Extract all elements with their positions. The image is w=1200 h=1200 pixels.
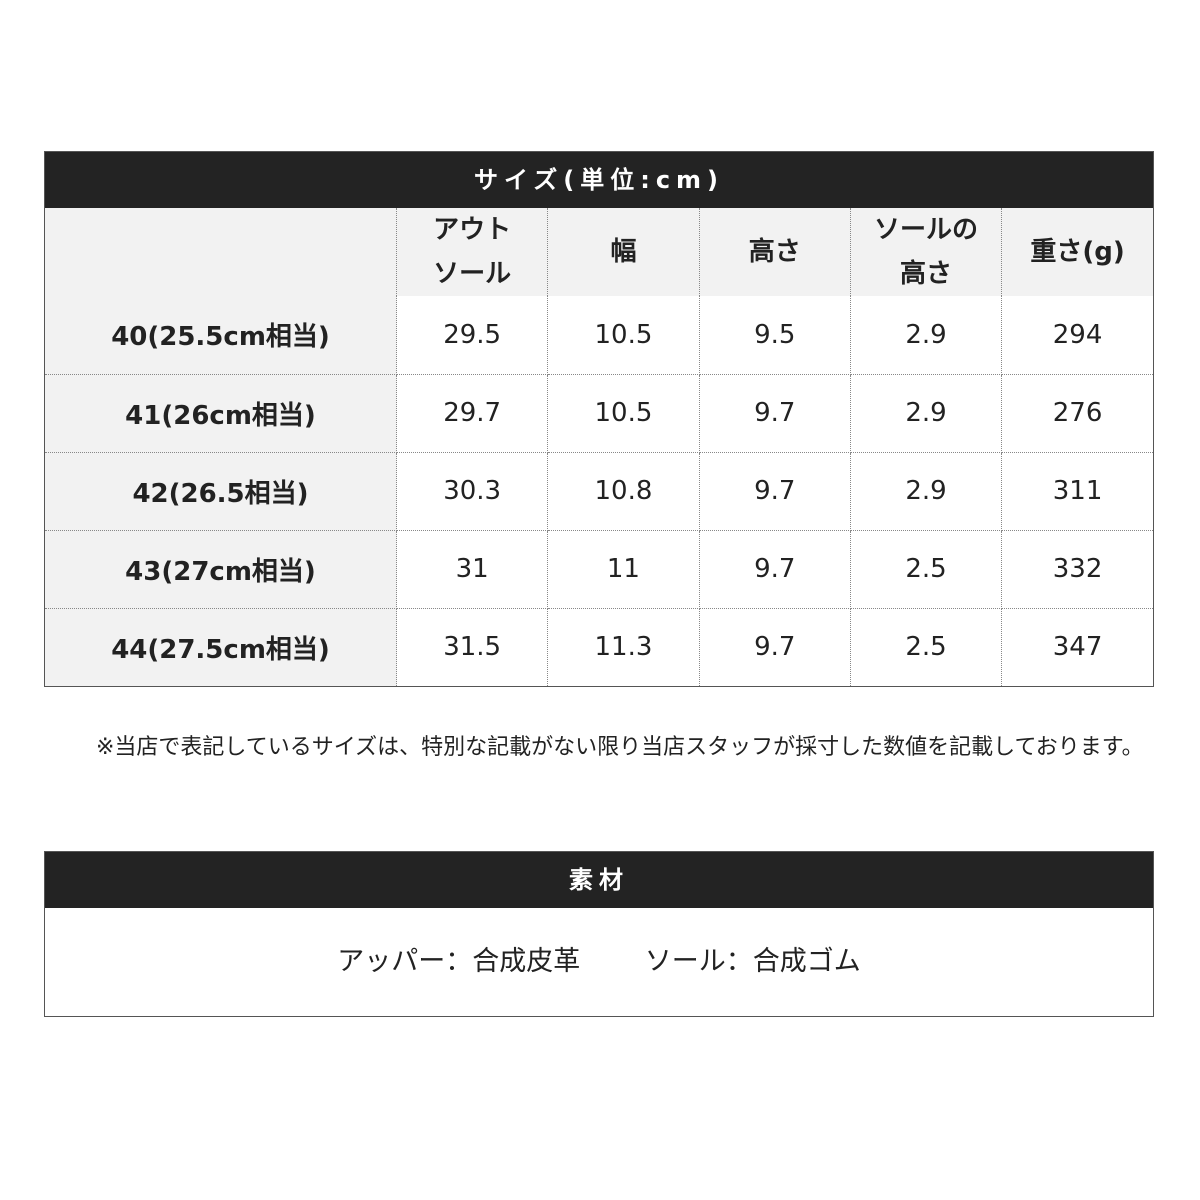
column-header bbox=[45, 208, 397, 296]
table-cell: 31 bbox=[395, 529, 549, 609]
material-body: アッパー：合成皮革 ソール：合成ゴム bbox=[45, 908, 1153, 1016]
table-cell: 332 bbox=[1001, 529, 1153, 609]
table-row: 42(26.5相当) 30.3 10.8 9.7 2.9 311 bbox=[45, 451, 1153, 531]
table-cell: 2.9 bbox=[849, 373, 1003, 453]
size-table-panel: サイズ(単位:cm) アウト ソール幅高さ ソールの 高さ 重さ(g) 40(25.… bbox=[44, 151, 1154, 687]
size-label: 43(27cm相当) bbox=[45, 529, 397, 609]
table-cell: 10.5 bbox=[547, 373, 700, 453]
table-cell: 9.7 bbox=[698, 451, 851, 531]
table-row: 41(26cm相当) 29.7 10.5 9.7 2.9 276 bbox=[45, 373, 1153, 453]
table-cell: 10.5 bbox=[547, 296, 700, 375]
table-cell: 30.3 bbox=[395, 451, 549, 531]
material-upper: アッパー：合成皮革 bbox=[337, 946, 581, 977]
table-row: 40(25.5cm相当) 29.5 10.5 9.5 2.9 294 bbox=[45, 296, 1153, 375]
column-header: 重さ(g) bbox=[1001, 208, 1153, 296]
table-cell: 347 bbox=[1001, 607, 1153, 686]
table-cell: 2.5 bbox=[849, 607, 1003, 686]
table-cell: 9.5 bbox=[698, 296, 851, 375]
table-cell: 9.7 bbox=[698, 607, 851, 686]
column-header: ソールの 高さ bbox=[849, 208, 1003, 296]
size-table: アウト ソール幅高さ ソールの 高さ 重さ(g) 40(25.5cm相当) 29.5 1… bbox=[45, 208, 1153, 686]
column-header: 幅 bbox=[547, 208, 700, 296]
table-cell: 311 bbox=[1001, 451, 1153, 531]
column-header: 高さ bbox=[698, 208, 851, 296]
table-cell: 2.5 bbox=[849, 529, 1003, 609]
table-cell: 11.3 bbox=[547, 607, 700, 686]
table-row: 44(27.5cm相当) 31.5 11.3 9.7 2.5 347 bbox=[45, 607, 1153, 686]
table-cell: 2.9 bbox=[849, 296, 1003, 375]
column-header: アウト ソール bbox=[395, 208, 549, 296]
table-cell: 29.5 bbox=[395, 296, 549, 375]
table-cell: 2.9 bbox=[849, 451, 1003, 531]
material-sole: ソール：合成ゴム bbox=[644, 946, 861, 977]
size-label: 40(25.5cm相当) bbox=[45, 296, 397, 375]
size-label: 42(26.5相当) bbox=[45, 451, 397, 531]
table-cell: 31.5 bbox=[395, 607, 549, 686]
table-cell: 9.7 bbox=[698, 373, 851, 453]
table-row: 43(27cm相当) 31 11 9.7 2.5 332 bbox=[45, 529, 1153, 609]
size-label: 41(26cm相当) bbox=[45, 373, 397, 453]
size-note-text: ※当店で表記しているサイズは、特別な記載がない限り当店スタッフが採寸した数値を記… bbox=[96, 735, 1144, 760]
material-title: 素材 bbox=[45, 852, 1153, 908]
table-cell: 294 bbox=[1001, 296, 1153, 375]
table-cell: 9.7 bbox=[698, 529, 851, 609]
size-note: ※当店で表記しているサイズは、特別な記載がない限り当店スタッフが採寸した数値を記… bbox=[96, 728, 1156, 768]
material-panel: 素材 アッパー：合成皮革 ソール：合成ゴム bbox=[44, 851, 1154, 1017]
size-table-title: サイズ(単位:cm) bbox=[45, 152, 1153, 208]
table-cell: 276 bbox=[1001, 373, 1153, 453]
table-cell: 11 bbox=[547, 529, 700, 609]
table-cell: 29.7 bbox=[395, 373, 549, 453]
table-cell: 10.8 bbox=[547, 451, 700, 531]
size-label: 44(27.5cm相当) bbox=[45, 607, 397, 686]
